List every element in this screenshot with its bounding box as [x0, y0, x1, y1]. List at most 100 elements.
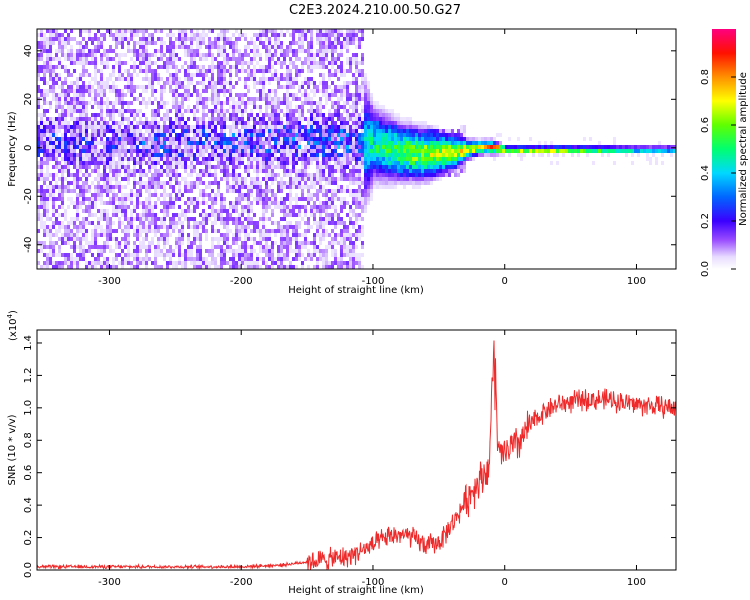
heatmap-cell [97, 29, 100, 33]
heatmap-cell [67, 173, 70, 177]
heatmap-cell [283, 85, 286, 89]
heatmap-cell [64, 229, 67, 233]
heatmap-cell [61, 237, 64, 241]
heatmap-cell [82, 57, 85, 61]
heatmap-cell [181, 97, 184, 101]
heatmap-cell [133, 209, 136, 213]
heatmap-cell [250, 189, 253, 193]
heatmap-cell [133, 141, 136, 145]
heatmap-cell [331, 157, 334, 161]
heatmap-cell [202, 117, 205, 121]
heatmap-cell [304, 177, 307, 181]
heatmap-cell [76, 133, 79, 137]
heatmap-cell [85, 141, 88, 145]
heatmap-cell [148, 249, 151, 253]
heatmap-cell [175, 105, 178, 109]
heatmap-cell [148, 121, 151, 125]
heatmap-cell [112, 177, 115, 181]
heatmap-cell [214, 105, 217, 109]
heatmap-cell [322, 209, 325, 213]
heatmap-cell [136, 109, 139, 113]
heatmap-cell [322, 29, 325, 33]
heatmap-cell [70, 257, 73, 261]
heatmap-cell [346, 69, 349, 73]
heatmap-cell [205, 129, 208, 133]
heatmap-cell [52, 157, 55, 161]
heatmap-cell [226, 161, 229, 165]
heatmap-cell [202, 105, 205, 109]
heatmap-cell [49, 53, 52, 57]
heatmap-cell [253, 157, 256, 161]
heatmap-cell [361, 121, 364, 125]
heatmap-cell [94, 237, 97, 241]
heatmap-cell [322, 177, 325, 181]
heatmap-cell [229, 85, 232, 89]
heatmap-cell [235, 93, 238, 97]
heatmap-cell [67, 185, 70, 189]
heatmap-cell [301, 245, 304, 249]
heatmap-cell [307, 109, 310, 113]
heatmap-cell [301, 61, 304, 65]
heatmap-cell [355, 121, 358, 125]
heatmap-cell [175, 101, 178, 105]
heatmap-cell [76, 137, 79, 141]
heatmap-cell [241, 53, 244, 57]
heatmap-cell [112, 49, 115, 53]
heatmap-cell [322, 45, 325, 49]
heatmap-cell [316, 233, 319, 237]
heatmap-cell [232, 137, 235, 141]
heatmap-cell [331, 221, 334, 225]
heatmap-cell [298, 205, 301, 209]
heatmap-cell [358, 237, 361, 241]
heatmap-cell [202, 161, 205, 165]
heatmap-cell [193, 153, 196, 157]
heatmap-cell [52, 193, 55, 197]
heatmap-cell [232, 49, 235, 53]
heatmap-cell [265, 185, 268, 189]
heatmap-cell [319, 253, 322, 257]
heatmap-cell [67, 141, 70, 145]
heatmap-cell [346, 137, 349, 141]
heatmap-cell [217, 81, 220, 85]
heatmap-cell [292, 149, 295, 153]
heatmap-cell [181, 153, 184, 157]
heatmap-cell [142, 133, 145, 137]
heatmap-cell [265, 217, 268, 221]
heatmap-cell [367, 125, 370, 129]
heatmap-cell [196, 149, 199, 153]
heatmap-cell [340, 69, 343, 73]
heatmap-cell [358, 161, 361, 165]
heatmap-cell [142, 161, 145, 165]
heatmap-cell [283, 101, 286, 105]
heatmap-cell [193, 57, 196, 61]
heatmap-cell [229, 81, 232, 85]
heatmap-cell [313, 125, 316, 129]
heatmap-cell [136, 57, 139, 61]
heatmap-cell [247, 125, 250, 129]
heatmap-cell [133, 113, 136, 117]
heatmap-cell [310, 81, 313, 85]
heatmap-cell [358, 217, 361, 221]
heatmap-cell [184, 253, 187, 257]
heatmap-cell [274, 89, 277, 93]
heatmap-cell [364, 129, 367, 133]
heatmap-cell [262, 169, 265, 173]
heatmap-cell [85, 241, 88, 245]
heatmap-cell [283, 137, 286, 141]
heatmap-cell [205, 261, 208, 265]
heatmap-cell [352, 145, 355, 149]
heatmap-cell [286, 125, 289, 129]
heatmap-cell [100, 229, 103, 233]
heatmap-cell [109, 129, 112, 133]
heatmap-cell [259, 237, 262, 241]
heatmap-cell [220, 109, 223, 113]
heatmap-cell [280, 53, 283, 57]
heatmap-cell [169, 221, 172, 225]
heatmap-cell [349, 261, 352, 265]
heatmap-cell [91, 197, 94, 201]
heatmap-cell [268, 141, 271, 145]
heatmap-cell [175, 77, 178, 81]
heatmap-cell [373, 133, 376, 137]
heatmap-cell [151, 209, 154, 213]
heatmap-cell [328, 169, 331, 173]
